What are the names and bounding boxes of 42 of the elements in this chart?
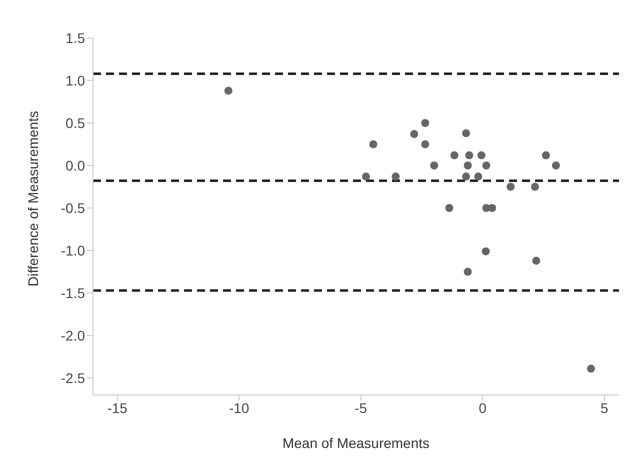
x-tick-label: 0 <box>478 400 487 416</box>
y-tick-label: -0.5 <box>60 200 86 216</box>
point <box>552 162 560 170</box>
point <box>369 140 378 148</box>
point <box>482 247 490 256</box>
point <box>462 129 470 138</box>
point <box>362 172 370 181</box>
y-tick-label: -2.0 <box>60 327 86 344</box>
point <box>477 151 486 160</box>
point <box>532 256 540 265</box>
x-tick-label: -5 <box>354 400 368 416</box>
point <box>224 86 232 95</box>
y-axis-title: Difference of Measurements <box>24 110 41 286</box>
point <box>506 182 515 191</box>
x-axis-title: Mean of Measurements <box>282 435 430 451</box>
y-tick-label: -1.0 <box>60 242 86 258</box>
point <box>445 204 454 212</box>
point <box>462 172 470 181</box>
point <box>542 151 550 160</box>
y-tick-label: 1.0 <box>66 72 86 88</box>
point <box>392 172 400 181</box>
point <box>430 162 438 170</box>
y-tick-label: 1.5 <box>66 30 86 46</box>
point <box>464 268 472 276</box>
point <box>586 364 595 373</box>
y-tick-label: -2.5 <box>60 370 86 386</box>
point <box>421 119 430 127</box>
point <box>410 130 418 138</box>
x-tick-label: -10 <box>228 400 250 416</box>
y-tick-label: 0.5 <box>66 114 86 131</box>
point <box>465 151 474 160</box>
point <box>450 151 458 160</box>
point <box>482 162 490 170</box>
y-tick-label: 0.0 <box>66 157 86 174</box>
y-tick-label: -1.5 <box>60 284 86 301</box>
point <box>421 140 430 148</box>
point <box>474 172 482 181</box>
x-tick-label: 5 <box>600 400 608 416</box>
x-tick-label: -15 <box>107 400 128 416</box>
point <box>530 182 539 191</box>
point <box>464 162 472 170</box>
point <box>488 204 496 212</box>
